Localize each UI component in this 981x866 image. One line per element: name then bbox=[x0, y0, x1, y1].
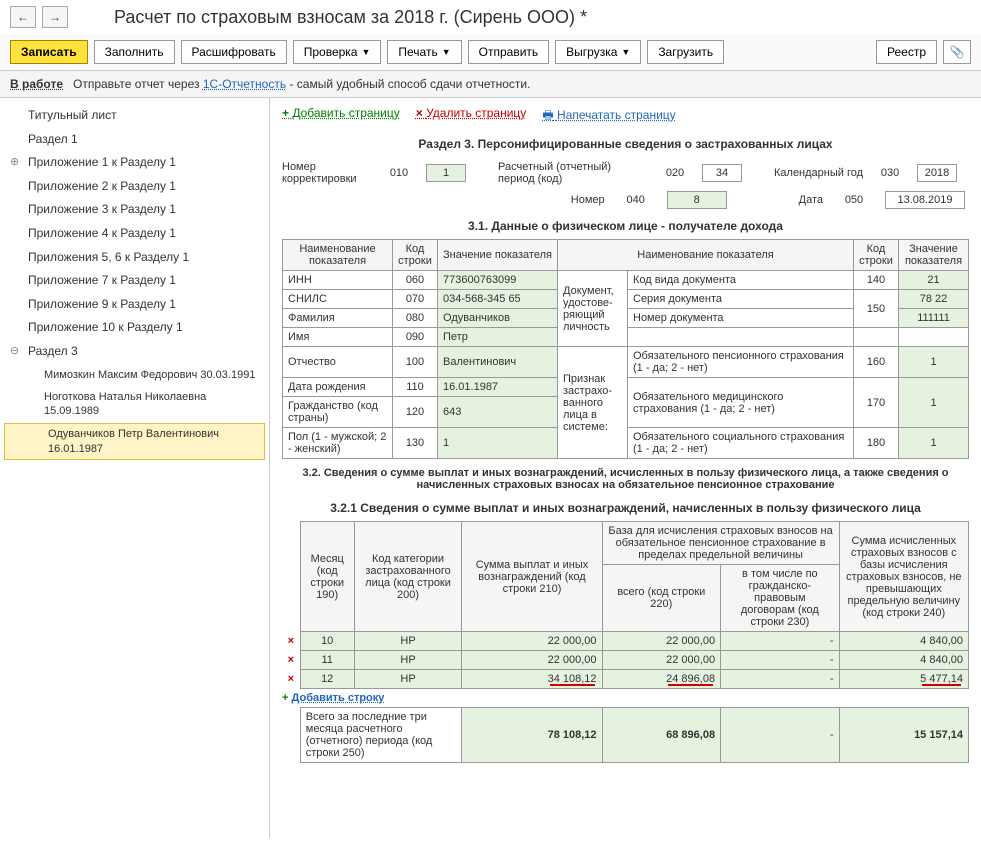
sidebar-person[interactable]: Ноготкова Наталья Николаевна 15.09.1989 bbox=[0, 386, 269, 423]
table-row: × 10 НР 22 000,00 22 000,00 - 4 840,00 bbox=[282, 632, 969, 651]
delete-row-button[interactable]: × bbox=[282, 651, 300, 670]
status-link[interactable]: В работе bbox=[10, 77, 63, 91]
sidebar-item[interactable]: Титульный лист bbox=[0, 104, 269, 128]
table-row: Отчество100Валентинович Признак застрахо… bbox=[283, 347, 969, 378]
sidebar-item[interactable]: Приложение 9 к Разделу 1 bbox=[0, 293, 269, 317]
sidebar-item[interactable]: Приложения 5, 6 к Разделу 1 bbox=[0, 246, 269, 270]
sidebar-item[interactable]: Приложение 2 к Разделу 1 bbox=[0, 175, 269, 199]
print-icon: 🖶 bbox=[542, 108, 553, 122]
page-title: Расчет по страховым взносам за 2018 г. (… bbox=[114, 7, 587, 28]
send-button[interactable]: Отправить bbox=[468, 40, 550, 64]
th: Месяц (код строки 190) bbox=[300, 522, 354, 632]
sidebar-person[interactable]: Мимозкин Максим Федорович 30.03.1991 bbox=[0, 364, 269, 386]
label: Расчетный (отчетный) период (код) bbox=[498, 161, 648, 185]
label: Номер bbox=[571, 194, 605, 206]
sidebar-item[interactable]: Приложение 1 к Разделу 1 bbox=[0, 151, 269, 175]
th: База для исчисления страховых взносов на… bbox=[602, 522, 839, 565]
export-dropdown[interactable]: Выгрузка▼ bbox=[555, 40, 641, 64]
delete-row-button[interactable]: × bbox=[282, 632, 300, 651]
sidebar-item[interactable]: Приложение 4 к Разделу 1 bbox=[0, 222, 269, 246]
label: Календарный год bbox=[774, 167, 863, 179]
delete-row-button[interactable]: × bbox=[282, 670, 300, 689]
nav-back-button[interactable]: ← bbox=[10, 6, 36, 28]
table-row: × 11 НР 22 000,00 22 000,00 - 4 840,00 bbox=[282, 651, 969, 670]
table-row: × 12 НР 34 108,12 24 896,08 - 5 477,14 bbox=[282, 670, 969, 689]
th: Наименование показателя bbox=[558, 240, 854, 271]
th: всего (код строки 220) bbox=[602, 565, 721, 632]
total-row: Всего за последние три месяца расчетного… bbox=[282, 708, 969, 763]
th: Значение показателя bbox=[438, 240, 558, 271]
sub321-title: 3.2.1 Сведения о сумме выплат и иных воз… bbox=[282, 501, 969, 515]
infobar-text1: Отправьте отчет через bbox=[73, 77, 200, 91]
toolbar: Записать Заполнить Расшифровать Проверка… bbox=[0, 34, 981, 71]
section-title: Раздел 3. Персонифицированные сведения о… bbox=[282, 137, 969, 151]
code: 040 bbox=[621, 194, 651, 206]
header-row-2: Номер 040 8 Дата 050 13.08.2019 bbox=[282, 191, 969, 209]
add-page-link[interactable]: Добавить страницу bbox=[282, 106, 400, 127]
delete-page-link[interactable]: Удалить страницу bbox=[416, 106, 527, 127]
table-row: ИНН060773600763099 Документ, удостове-ря… bbox=[283, 271, 969, 290]
main-content: Добавить страницу Удалить страницу 🖶 Нап… bbox=[270, 98, 981, 838]
page-actions: Добавить страницу Удалить страницу 🖶 Нап… bbox=[282, 106, 969, 127]
save-button[interactable]: Записать bbox=[10, 40, 88, 64]
sidebar-item[interactable]: Раздел 1 bbox=[0, 128, 269, 152]
reporting-link[interactable]: 1С-Отчетность bbox=[203, 77, 286, 91]
sub31-title: 3.1. Данные о физическом лице - получате… bbox=[282, 219, 969, 233]
infobar-text2: - самый удобный способ сдачи отчетности. bbox=[289, 77, 530, 91]
sidebar-person-selected[interactable]: Одуванчиков Петр Валентинович 16.01.1987 bbox=[4, 423, 265, 460]
table-31: Наименование показателя Код строки Значе… bbox=[282, 239, 969, 459]
table-321: Месяц (код строки 190) Код категории зас… bbox=[282, 521, 969, 763]
period-code[interactable]: 34 bbox=[702, 164, 742, 182]
th: Код строки bbox=[854, 240, 899, 271]
th: Сумма выплат и иных вознаграждений (код … bbox=[462, 522, 602, 632]
nav-forward-button[interactable]: → bbox=[42, 6, 68, 28]
fill-button[interactable]: Заполнить bbox=[94, 40, 175, 64]
registry-button[interactable]: Реестр bbox=[876, 40, 937, 64]
th: Наименование показателя bbox=[283, 240, 393, 271]
header-row-1: Номер корректировки 010 1 Расчетный (отч… bbox=[282, 161, 969, 185]
label: Дата bbox=[799, 194, 823, 206]
th: Сумма исчисленных страховых взносов с ба… bbox=[839, 522, 968, 632]
number-field[interactable]: 8 bbox=[667, 191, 727, 209]
th: Код строки bbox=[393, 240, 438, 271]
th: Значение показателя bbox=[899, 240, 969, 271]
group-label: Документ, удостове-ряющий личность bbox=[558, 271, 628, 347]
th: Код категории застрахованного лица (код … bbox=[354, 522, 462, 632]
sidebar-item[interactable]: Приложение 7 к Разделу 1 bbox=[0, 269, 269, 293]
decode-button[interactable]: Расшифровать bbox=[181, 40, 287, 64]
label: Номер корректировки bbox=[282, 161, 372, 185]
sub32-note: 3.2. Сведения о сумме выплат и иных возн… bbox=[282, 467, 969, 491]
titlebar: ← → Расчет по страховым взносам за 2018 … bbox=[0, 0, 981, 34]
load-button[interactable]: Загрузить bbox=[647, 40, 724, 64]
th: в том числе по гражданско-правовым догов… bbox=[721, 565, 840, 632]
attach-button[interactable]: 📎 bbox=[943, 40, 971, 64]
sidebar-item-section3[interactable]: Раздел 3 bbox=[0, 340, 269, 364]
code: 020 bbox=[660, 167, 690, 179]
calendar-year[interactable]: 2018 bbox=[917, 164, 957, 182]
add-row-link[interactable]: Добавить строку bbox=[292, 692, 385, 704]
code: 010 bbox=[384, 167, 414, 179]
code: 050 bbox=[839, 194, 869, 206]
sidebar-item[interactable]: Приложение 10 к Разделу 1 bbox=[0, 316, 269, 340]
date-field[interactable]: 13.08.2019 bbox=[885, 191, 965, 209]
correction-number[interactable]: 1 bbox=[426, 164, 466, 182]
group-label: Признак застрахо-ванного лица в системе: bbox=[558, 347, 628, 459]
code: 030 bbox=[875, 167, 905, 179]
check-dropdown[interactable]: Проверка▼ bbox=[293, 40, 382, 64]
sidebar: Титульный лист Раздел 1 Приложение 1 к Р… bbox=[0, 98, 270, 838]
print-page-link[interactable]: 🖶 Напечатать страницу bbox=[542, 106, 675, 127]
infobar: В работе Отправьте отчет через 1С-Отчетн… bbox=[0, 71, 981, 98]
print-dropdown[interactable]: Печать▼ bbox=[387, 40, 461, 64]
sidebar-item[interactable]: Приложение 3 к Разделу 1 bbox=[0, 198, 269, 222]
